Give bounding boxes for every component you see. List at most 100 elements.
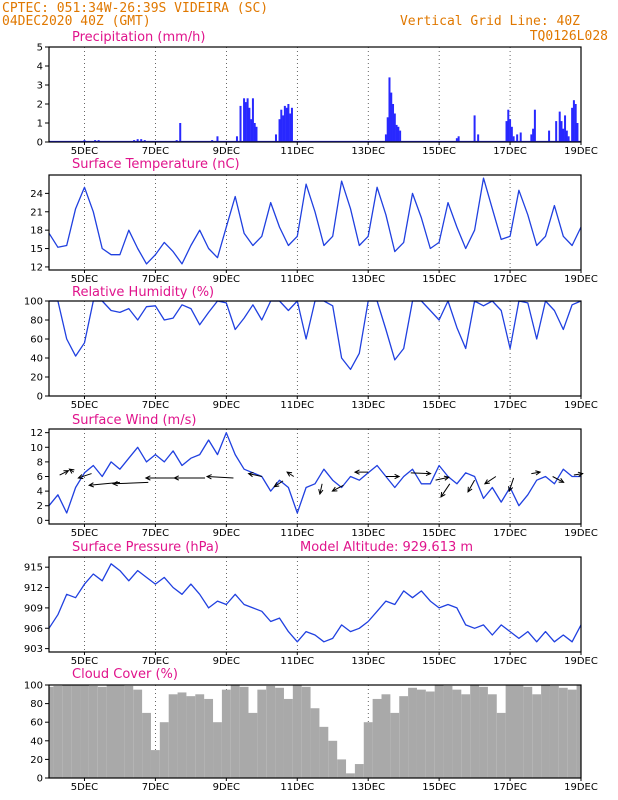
y-tick-label: 20 bbox=[30, 373, 43, 384]
cloud-cover-bar bbox=[452, 689, 462, 778]
precip-bar bbox=[384, 134, 387, 142]
cloud-cover-bar bbox=[479, 686, 488, 778]
x-tick-label: 9DEC bbox=[213, 274, 240, 285]
cloud-cover-bar bbox=[434, 685, 444, 778]
precip-bar bbox=[287, 104, 290, 142]
y-tick-label: 100 bbox=[24, 297, 43, 308]
precip-bar bbox=[571, 107, 574, 142]
cloud-cover-bar bbox=[88, 685, 98, 778]
x-tick-label: 9DEC bbox=[213, 656, 240, 667]
precip-bar bbox=[473, 115, 476, 142]
cloud-cover-bar bbox=[328, 740, 338, 778]
precip-bar bbox=[244, 102, 247, 142]
precip-bar bbox=[274, 134, 277, 142]
x-tick-label: 7DEC bbox=[142, 400, 169, 411]
cloud-cover-bar bbox=[283, 698, 293, 778]
cloud-cover-bar bbox=[53, 685, 63, 778]
y-tick-label: 20 bbox=[30, 755, 43, 766]
precip-bar bbox=[390, 92, 393, 142]
cloud-cover-bar bbox=[292, 685, 302, 778]
wind-arrow bbox=[531, 470, 542, 476]
cloud-cover-bar bbox=[461, 694, 471, 778]
run-date: 04DEC2020 40Z (GMT) bbox=[2, 14, 151, 29]
precip-bar bbox=[399, 130, 402, 142]
x-tick-label: 13DEC bbox=[351, 274, 385, 285]
y-tick-label: 6 bbox=[37, 472, 43, 483]
wind-arrow bbox=[435, 475, 450, 481]
cloud-cover-bar bbox=[257, 689, 267, 778]
precip-bar bbox=[533, 109, 536, 142]
x-tick-label: 11DEC bbox=[280, 146, 314, 157]
station-header: CPTEC: 051:34W-26:39S VIDEIRA (SC) bbox=[2, 1, 268, 16]
y-tick-label: 60 bbox=[30, 718, 43, 729]
y-tick-label: 5 bbox=[37, 43, 43, 54]
precip-bar bbox=[289, 113, 292, 142]
precip-bar bbox=[140, 139, 143, 142]
wind-arrow bbox=[111, 481, 149, 487]
cloud-cover-bar bbox=[106, 685, 116, 778]
cloud-cover-bar bbox=[142, 712, 151, 778]
cloud-cover-bar bbox=[301, 686, 311, 778]
x-tick-label: 15DEC bbox=[422, 528, 456, 539]
precip-bar bbox=[560, 121, 563, 142]
cloud-cover-bar bbox=[248, 712, 258, 778]
precip-bar bbox=[248, 107, 251, 142]
precip-bar bbox=[512, 136, 515, 142]
precip-bar bbox=[565, 130, 568, 142]
cloud-cover-bar bbox=[49, 686, 54, 778]
y-tick-label: 903 bbox=[24, 644, 43, 655]
y-tick-label: 909 bbox=[24, 603, 43, 614]
x-tick-label: 5DEC bbox=[71, 528, 98, 539]
x-tick-label: 19DEC bbox=[564, 656, 598, 667]
x-tick-label: 17DEC bbox=[493, 400, 527, 411]
pressure-title: Surface Pressure (hPa) bbox=[72, 540, 219, 555]
cloud-cover-bar bbox=[558, 687, 568, 778]
cloud-cover-bar bbox=[177, 692, 187, 778]
precip-bar bbox=[395, 124, 398, 142]
cloud-cover-bar bbox=[71, 685, 81, 778]
cloud-cover-bar bbox=[363, 722, 373, 778]
y-tick-label: 60 bbox=[30, 335, 43, 346]
x-tick-label: 17DEC bbox=[493, 782, 527, 793]
cloud-cover-bar bbox=[80, 685, 89, 778]
cloud-cover-title: Cloud Cover (%) bbox=[72, 667, 178, 682]
y-tick-label: 1 bbox=[37, 119, 43, 130]
cloud-cover-bar bbox=[239, 686, 249, 778]
cloud-cover-bar bbox=[346, 773, 355, 778]
model-code: TQ0126L028 bbox=[530, 29, 608, 44]
cloud-cover-bar bbox=[372, 698, 382, 778]
x-tick-label: 11DEC bbox=[280, 528, 314, 539]
cloud-cover-bar bbox=[523, 686, 533, 778]
x-tick-label: 17DEC bbox=[493, 528, 527, 539]
plot-frame bbox=[48, 174, 582, 271]
x-tick-label: 19DEC bbox=[564, 528, 598, 539]
precip-bar bbox=[572, 100, 575, 142]
x-tick-label: 13DEC bbox=[351, 400, 385, 411]
wind-arrow bbox=[77, 473, 92, 480]
cloud-cover-bar bbox=[168, 694, 178, 778]
cloud-cover-bar bbox=[319, 726, 329, 778]
model-altitude-annotation: Model Altitude: 929.613 m bbox=[300, 540, 473, 555]
precip-bar bbox=[530, 134, 533, 142]
x-tick-label: 19DEC bbox=[564, 146, 598, 157]
precip-bar bbox=[253, 123, 256, 142]
precip-bar bbox=[250, 119, 253, 142]
x-tick-label: 13DEC bbox=[351, 146, 385, 157]
cloud-cover-bar bbox=[62, 685, 72, 778]
cloud-cover-bar bbox=[416, 689, 426, 778]
precip-bar bbox=[564, 115, 567, 142]
x-tick-label: 5DEC bbox=[71, 146, 98, 157]
x-tick-label: 17DEC bbox=[493, 146, 527, 157]
cloud-cover-bar bbox=[408, 687, 417, 778]
wind-arrow bbox=[410, 470, 432, 477]
precip-bar bbox=[283, 105, 286, 142]
precip-bar bbox=[397, 126, 400, 142]
wind-arrow bbox=[273, 480, 284, 488]
x-tick-label: 11DEC bbox=[280, 400, 314, 411]
precip-bar bbox=[457, 136, 460, 142]
x-tick-label: 9DEC bbox=[213, 146, 240, 157]
wind-arrow bbox=[286, 471, 294, 477]
precip-bar bbox=[243, 98, 246, 142]
y-tick-label: 0 bbox=[37, 138, 43, 149]
